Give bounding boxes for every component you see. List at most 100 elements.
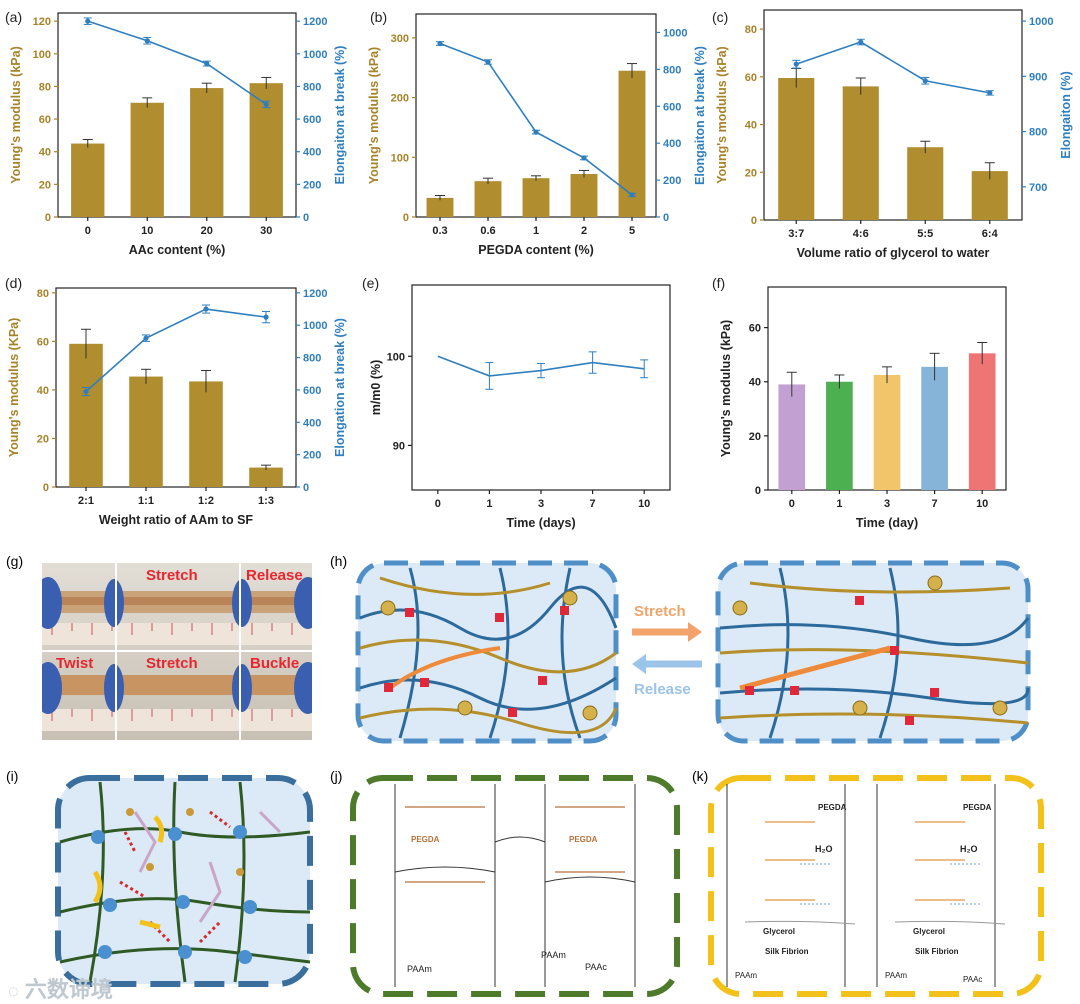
xtick-label-e-2: 3	[538, 498, 544, 510]
ylabel-c: Young's modulus (kPa)	[715, 46, 729, 183]
bar-d-0	[69, 343, 103, 487]
ytick-label-a-2: 40	[39, 147, 51, 159]
ytick-label-d-3: 60	[37, 336, 49, 348]
xtick-label-e-0: 0	[435, 498, 441, 510]
network-stretched-crosslinks	[745, 596, 939, 725]
ytick-label-c-3: 60	[745, 72, 757, 84]
plot-frame-e	[411, 284, 671, 491]
ytick-label-b-3: 300	[391, 33, 409, 45]
paam-k-label-1: PAAm	[735, 971, 757, 980]
chem-k-frame	[708, 775, 1044, 997]
xlabel-e: Time (days)	[506, 516, 575, 530]
xtick-label-b-3: 2	[581, 225, 587, 237]
y2tick-label-a-6: 1200	[303, 16, 327, 28]
paac-k-label: PAAc	[963, 975, 982, 984]
xtick-label-a-1: 10	[141, 225, 153, 237]
watermark: ◌ 六数谛境	[8, 972, 113, 1004]
xlabel-f: Time (day)	[856, 516, 918, 530]
xlabel-d: Weight ratio of AAm to SF	[99, 513, 254, 527]
ytick-label-c-0: 0	[751, 215, 757, 227]
paam-label-2: PAAm	[541, 950, 566, 960]
ytick-label-d-0: 0	[43, 482, 49, 494]
ylabel-d: Young's modulus (KPa)	[7, 318, 21, 458]
glove-shapes	[42, 577, 312, 714]
bar-f-4	[968, 353, 996, 490]
h2o-label-2: H₂O	[960, 844, 978, 854]
bar-c-1	[842, 86, 879, 220]
ytick-label-c-4: 80	[745, 24, 757, 36]
ytick-label-d-2: 40	[37, 385, 49, 397]
y2tick-label-c-2: 900	[1029, 71, 1047, 83]
photo-grid: Stretch Release Twist Stretch Buckle	[42, 563, 312, 740]
bar-d-2	[189, 381, 223, 487]
ytick-label-c-2: 40	[745, 120, 757, 132]
line-point-d-2	[203, 306, 209, 312]
xtick-label-e-3: 7	[590, 498, 596, 510]
y2tick-label-d-6: 1200	[303, 288, 327, 300]
chart-c: (c) 0 20 40 60 80 700 800 900 1000 3:7 4:6 5:5 6:4 Vol…	[712, 9, 1073, 260]
network-stretch-diagram: Stretch Release	[355, 560, 1031, 744]
ytick-label-e-1: 100	[387, 351, 405, 363]
network-relaxed-particles	[380, 590, 598, 721]
crosslink-nodes	[91, 825, 257, 964]
y2tick-label-c-1: 800	[1029, 127, 1047, 139]
ytick-label-a-6: 120	[33, 16, 51, 28]
xtick-label-f-0: 0	[789, 498, 795, 510]
bar-b-3	[570, 174, 598, 217]
panel-label-e: (e)	[362, 275, 379, 291]
chem-structure-j: PEGDA PEGDA PAAm PAAm PAAc	[350, 775, 680, 997]
series-line-a	[87, 20, 267, 106]
ytick-label-f-0: 0	[755, 485, 761, 497]
ytick-label-b-2: 200	[391, 93, 409, 105]
paac-label: PAAc	[585, 962, 607, 972]
line-point-b-4	[629, 192, 635, 198]
xlabel-c: Volume ratio of glycerol to water	[797, 246, 990, 260]
xtick-label-f-3: 7	[932, 498, 938, 510]
panel-label-f: (f)	[712, 275, 725, 291]
xtick-label-e-1: 1	[486, 498, 492, 510]
line-point-c-1	[858, 39, 864, 45]
panel-g-label: (g)	[6, 553, 24, 569]
panel-k-label: (k)	[692, 768, 709, 784]
ylabel-e: m/m0 (%)	[369, 360, 383, 416]
panel-label-d: (d)	[5, 275, 22, 291]
xtick-label-b-4: 5	[629, 225, 635, 237]
network-stretched-particles	[732, 575, 1008, 716]
y2tick-label-b-0: 0	[663, 212, 669, 224]
plot-frame-d	[55, 287, 297, 488]
pegda-k-label-2: PEGDA	[963, 803, 992, 812]
line-point-d-1	[143, 335, 149, 341]
network-stretched-chains	[719, 567, 1030, 739]
bar-f-3	[921, 366, 948, 490]
line-point-b-3	[581, 155, 587, 161]
hydrogel-network-diagram	[55, 775, 313, 987]
photo-label-release: Release	[246, 567, 303, 584]
hydrogen-bonds	[119, 810, 231, 944]
line-point-b-1	[485, 59, 491, 65]
ytick-label-f-3: 60	[749, 323, 761, 335]
bar-a-1	[130, 102, 164, 217]
xtick-label-c-1: 4:6	[853, 228, 869, 240]
y2tick-label-a-3: 600	[303, 114, 321, 126]
xtick-label-d-1: 1:1	[138, 495, 154, 507]
ytick-label-d-1: 20	[37, 433, 49, 445]
bar-c-0	[778, 78, 815, 221]
bar-a-0	[71, 143, 105, 217]
ytick-label-a-5: 100	[33, 49, 51, 61]
line-point-c-3	[987, 90, 993, 96]
panel-label-c: (c)	[712, 9, 728, 25]
line-point-d-0	[83, 388, 89, 395]
plot-frame-c	[763, 9, 1023, 221]
panel-label-a: (a)	[5, 9, 22, 25]
photo-strips	[42, 563, 312, 740]
ytick-label-b-0: 0	[403, 212, 409, 224]
xtick-label-e-4: 10	[638, 498, 650, 510]
y2tick-label-c-0: 700	[1029, 182, 1047, 194]
ytick-label-c-1: 20	[745, 167, 757, 179]
bar-b-2	[522, 178, 550, 217]
line-point-b-2	[533, 129, 539, 135]
y2tick-label-c-3: 1000	[1029, 16, 1053, 28]
y2label-a: Elongaiton at break (%)	[333, 46, 347, 185]
charts-layer: (a)0204060801001200200400600800100012000…	[5, 9, 1073, 530]
